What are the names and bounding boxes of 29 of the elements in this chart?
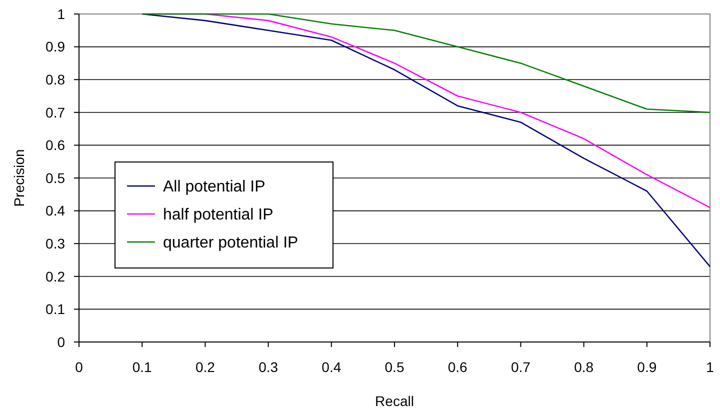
y-tick-label: 0.5: [46, 170, 66, 186]
x-tick-label: 0.4: [322, 359, 342, 375]
legend-label: All potential IP: [163, 178, 266, 196]
x-axis-title: Recall: [375, 393, 414, 409]
x-tick-label: 1: [706, 359, 714, 375]
y-axis-title: Precision: [11, 149, 27, 207]
line-series: [141, 13, 711, 114]
line-series: [141, 13, 711, 268]
x-tick-label: 0.1: [132, 359, 152, 375]
y-tick-label: 0.7: [46, 104, 66, 120]
legend-label: quarter potential IP: [163, 234, 298, 252]
y-tick-label: 0: [57, 334, 66, 350]
x-tick-label: 0: [75, 359, 84, 375]
y-tick-label: 0.9: [46, 38, 66, 55]
y-tick-label: 0.8: [46, 72, 66, 88]
y-tick-label: 0.1: [46, 301, 66, 318]
y-tick-label: 0.3: [46, 236, 66, 252]
y-tick-label: 0.4: [46, 202, 66, 219]
x-tick-label: 0.2: [195, 359, 216, 375]
x-tick-label: 0.9: [637, 359, 657, 375]
x-tick-label: 0.3: [258, 359, 278, 375]
x-tick-label: 0.5: [384, 359, 404, 375]
x-tick-label: 0.8: [574, 359, 594, 375]
y-tick-label: 0.2: [46, 268, 66, 284]
y-tick-label: 0.6: [46, 137, 66, 154]
y-tick-label: 1: [57, 6, 66, 22]
legend-label: half potential IP: [163, 206, 274, 224]
x-tick-label: 0.6: [448, 359, 468, 375]
x-tick-label: 0.7: [510, 359, 531, 375]
